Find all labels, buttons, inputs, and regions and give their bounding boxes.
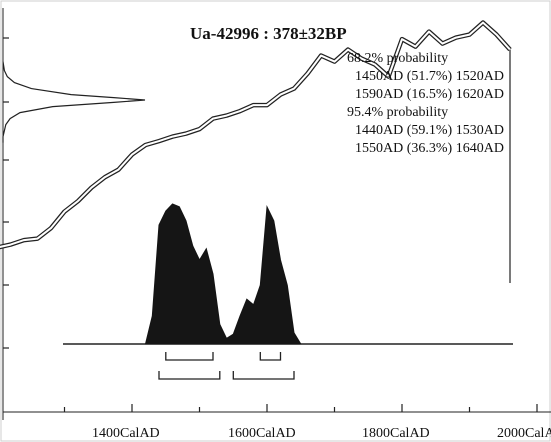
annotation-95-header: 95.4% probability xyxy=(347,105,448,120)
annotation-68-range-2: 1590AD (16.5%) 1620AD xyxy=(355,87,504,102)
calibration-curve-center xyxy=(0,21,511,248)
calibration-curve xyxy=(0,20,512,283)
x-tick-label-1800: 1800CalAD xyxy=(362,426,430,441)
range-68-bracket-2 xyxy=(259,352,282,361)
measured-date-curve xyxy=(2,61,146,143)
x-axis-ticks xyxy=(63,404,538,412)
measured-date-distribution xyxy=(2,61,146,143)
calibrated-distribution xyxy=(144,203,302,345)
annotation-95-range-2: 1550AD (36.3%) 1640AD xyxy=(355,141,504,156)
range-95-bracket-2 xyxy=(232,371,295,380)
range-95-bracket-1 xyxy=(158,371,221,380)
annotation-68-range-1: 1450AD (51.7%) 1520AD xyxy=(355,69,504,84)
x-tick-label-2000: 2000CalAD xyxy=(497,426,551,441)
annotation-68-header: 68.2% probability xyxy=(347,51,448,66)
x-tick-label-1400: 1400CalAD xyxy=(92,426,160,441)
y-axis-ticks xyxy=(3,37,9,349)
annotation-95-range-1: 1440AD (59.1%) 1530AD xyxy=(355,123,504,138)
x-tick-label-1600: 1600CalAD xyxy=(228,426,296,441)
probability-ranges xyxy=(158,352,295,380)
calibrated-area xyxy=(144,203,302,345)
range-68-bracket-1 xyxy=(165,352,214,361)
chart-title: Ua-42996 : 378±32BP xyxy=(190,24,347,43)
